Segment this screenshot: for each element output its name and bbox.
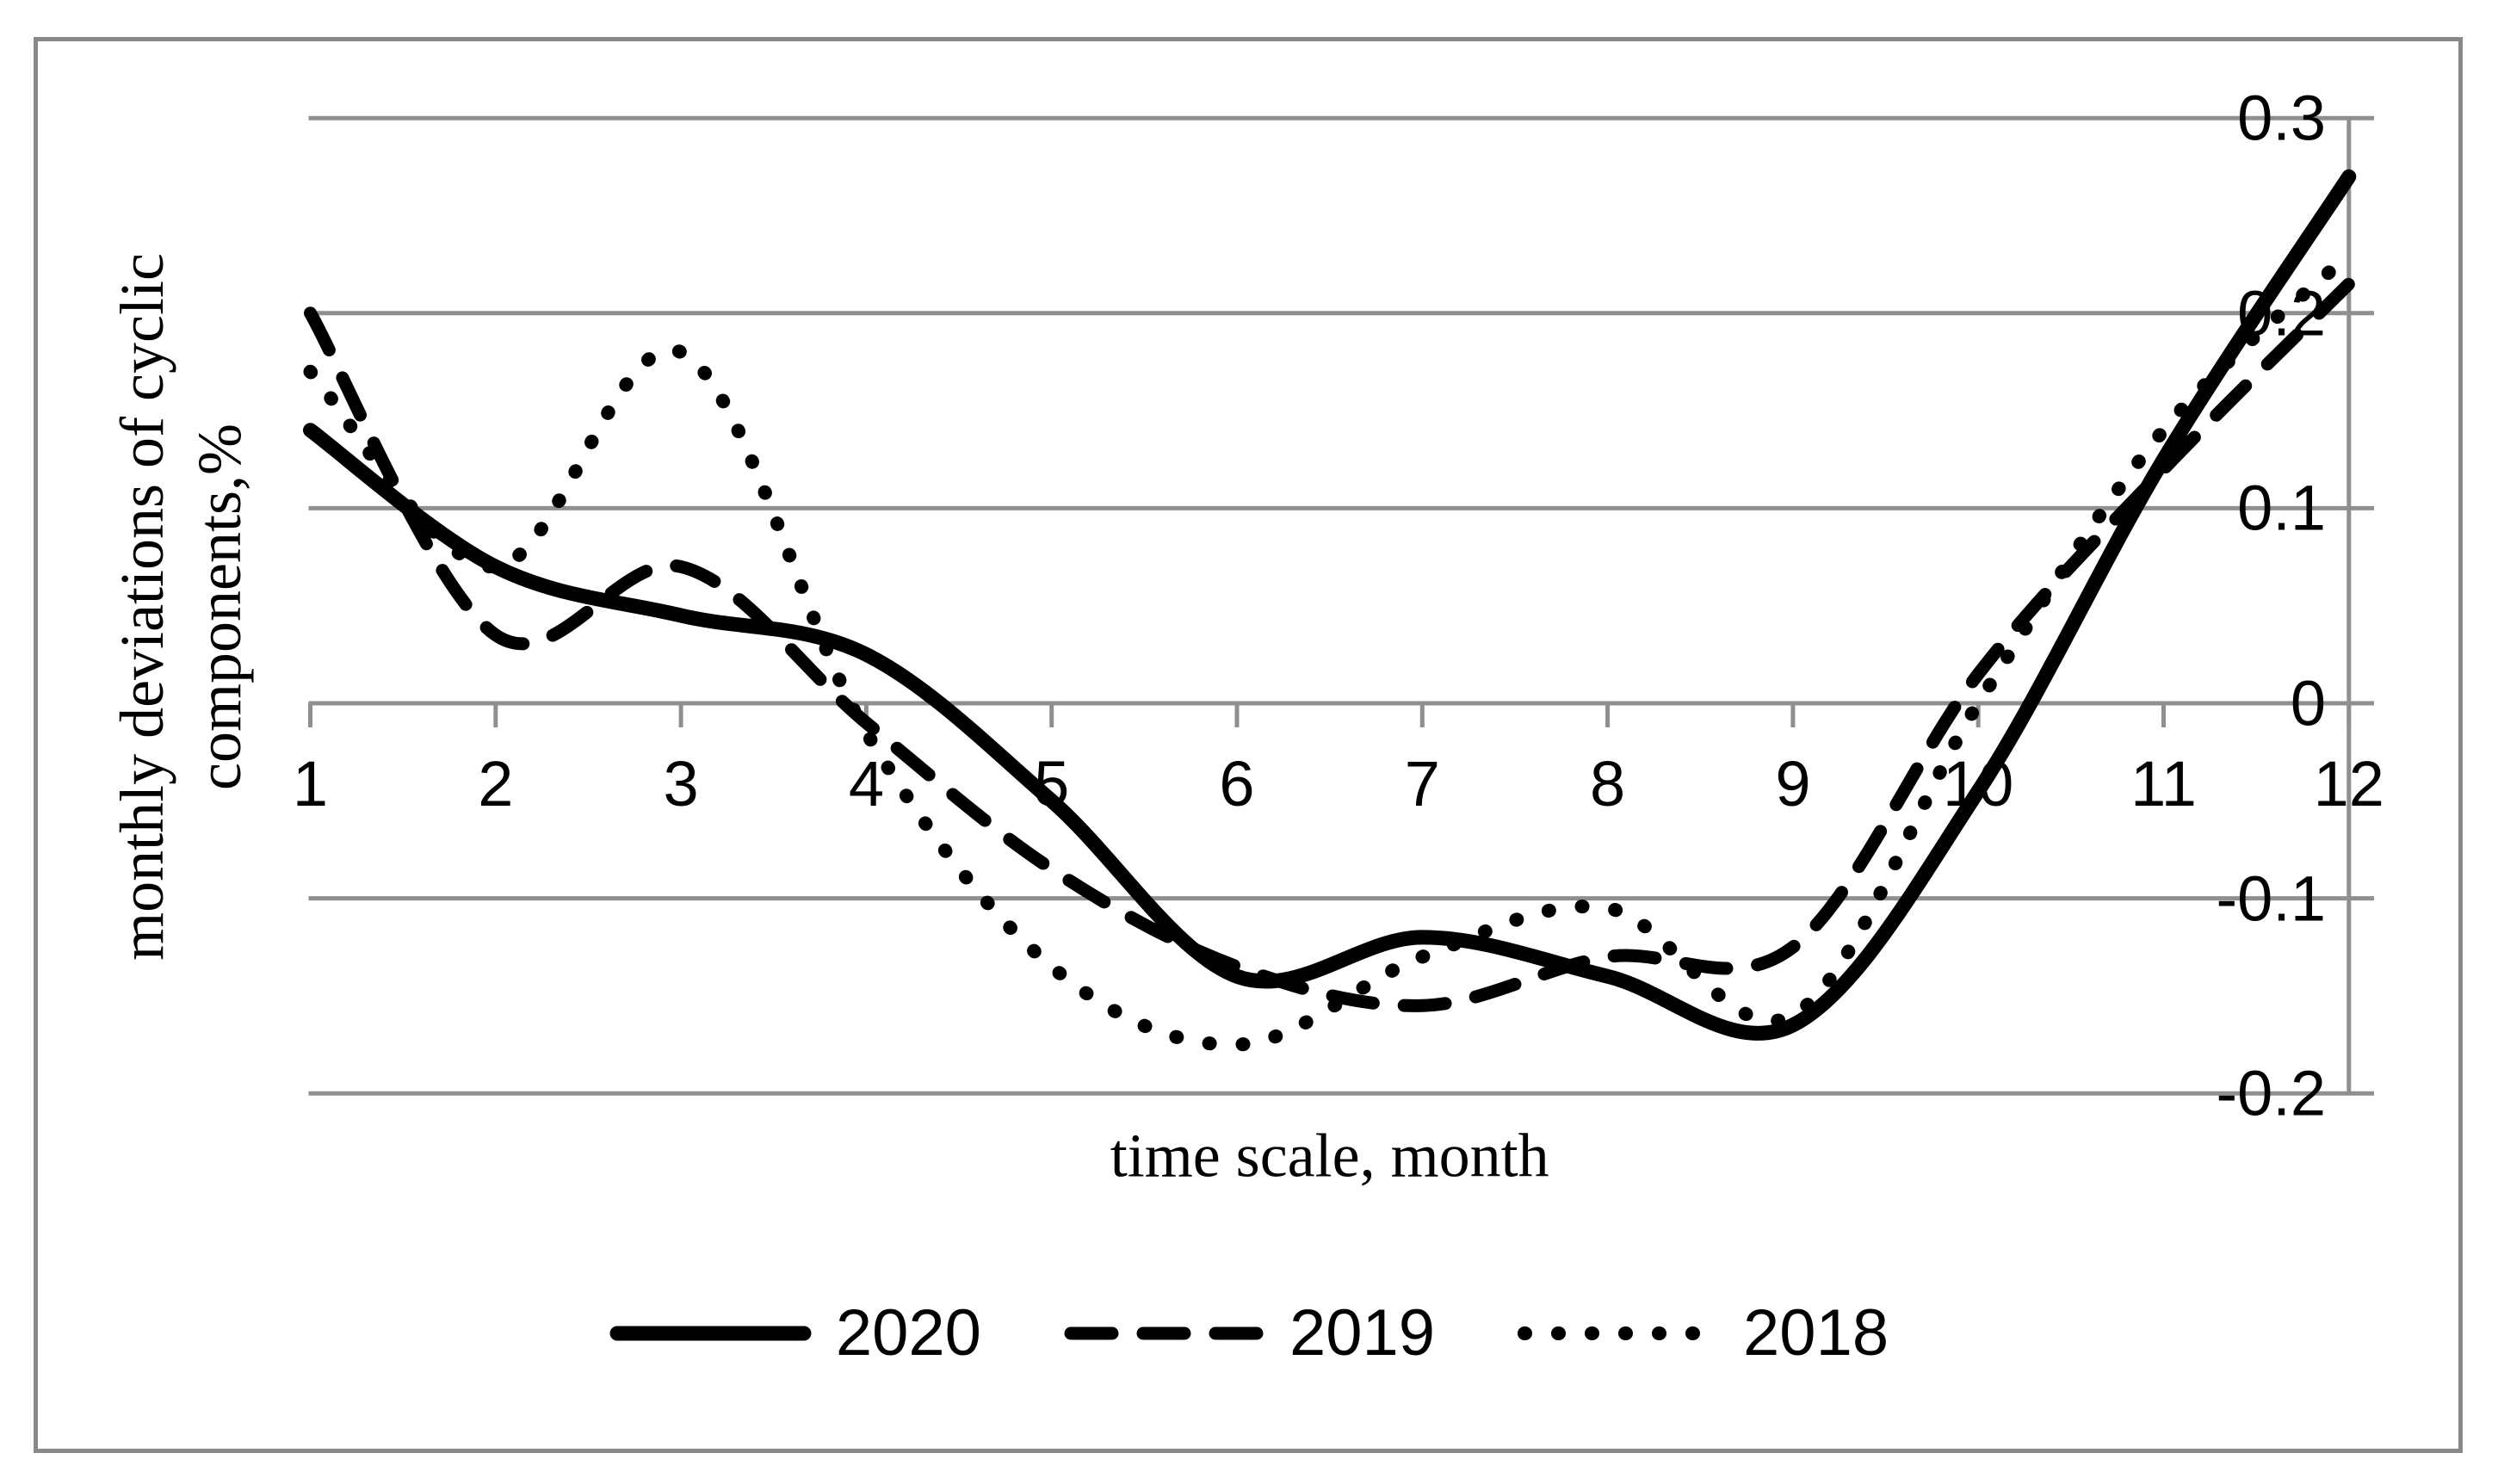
legend-swatch-dotted-line	[1518, 1326, 1719, 1340]
x-axis-title: time scale, month	[1110, 1121, 1549, 1190]
x-tick-label: 10	[1943, 748, 2014, 819]
x-tick-label: 7	[1404, 748, 1440, 819]
chart-border	[34, 37, 2463, 1453]
legend-label: 2020	[835, 1296, 981, 1370]
legend-item-2019: 2019	[1063, 1295, 1435, 1370]
legend-item-2018: 2018	[1517, 1295, 1889, 1370]
y-tick-label: 0	[2290, 667, 2326, 739]
legend: 2020 2019 2018	[0, 1295, 2498, 1370]
x-tick-label: 9	[1775, 748, 1811, 819]
legend-swatch-dashed-line	[1064, 1326, 1264, 1339]
series-lines	[303, 169, 2357, 1052]
y-tick-label: 0.3	[2237, 82, 2326, 154]
legend-item-2020: 2020	[609, 1295, 981, 1370]
x-tick-label: 3	[663, 748, 699, 819]
x-tick-label: 4	[848, 748, 884, 819]
legend-swatch-solid-line	[609, 1326, 812, 1340]
y-axis-title: monthly deviations of cyclic components,…	[103, 253, 258, 961]
series-line-2019	[304, 277, 2356, 1012]
series-line-2018	[303, 247, 2356, 1052]
y-tick-label: 0.1	[2237, 472, 2326, 544]
y-tick-label: -0.1	[2216, 863, 2326, 935]
x-tick-label: 8	[1590, 748, 1626, 819]
gridlines	[308, 115, 2374, 1096]
legend-label: 2019	[1289, 1296, 1436, 1370]
y-axis-title-line2: components,%	[185, 424, 254, 790]
x-tick-label: 2	[478, 748, 514, 819]
series-line-2020	[303, 169, 2357, 1041]
x-tick-label: 6	[1219, 748, 1255, 819]
x-tick-label: 1	[292, 748, 329, 819]
y-tick-label: -0.2	[2216, 1057, 2326, 1129]
y-tick-label: 0.2	[2237, 277, 2326, 349]
x-tick-label: 12	[2313, 748, 2384, 819]
x-tick-label: 11	[2130, 748, 2197, 819]
x-tick-label: 5	[1034, 748, 1070, 819]
legend-label: 2018	[1743, 1296, 1889, 1370]
y-axis-title-line1: monthly deviations of cyclic	[108, 253, 176, 961]
